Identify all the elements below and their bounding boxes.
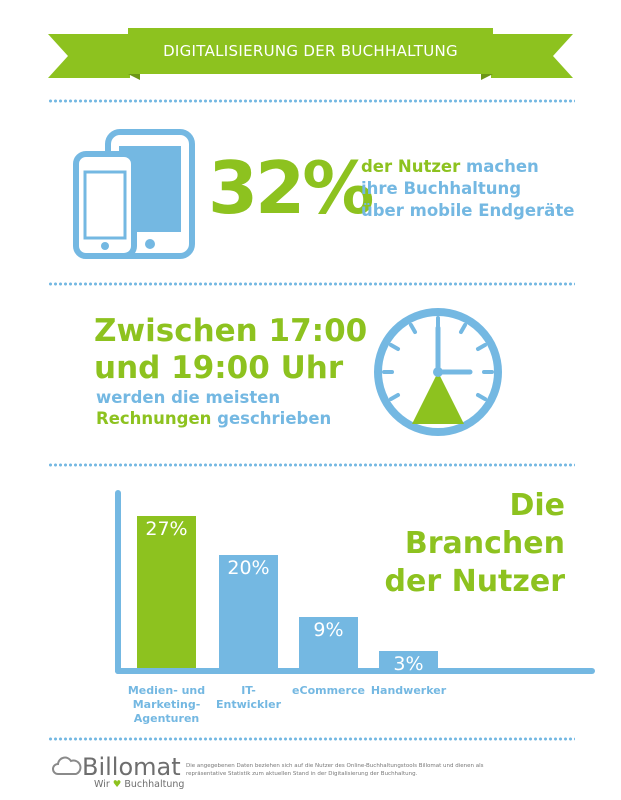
ribbon-fold-right xyxy=(481,74,493,80)
chart-x-axis xyxy=(115,668,595,674)
dotted-separator xyxy=(48,99,575,103)
dotted-separator xyxy=(48,737,575,741)
mobile-description: der Nutzer machen ihre Buchhaltung über … xyxy=(361,156,574,222)
bar-value-label: 9% xyxy=(313,619,344,641)
clock-icon xyxy=(374,308,502,436)
logo-tagline: Wir ♥ Buchhaltung xyxy=(94,779,184,790)
category-label: Handwerker xyxy=(364,684,453,698)
category-label-line: Medien- und xyxy=(127,684,206,697)
time-sub-2: Rechnungen geschrieben xyxy=(96,408,331,429)
mobile-line1-blue: machen xyxy=(466,157,539,176)
tagline-suffix: Buchhaltung xyxy=(124,779,185,790)
ribbon-fold-left xyxy=(128,74,140,80)
banner-title-box: DIGITALISIERUNG DER BUCHHALTUNG xyxy=(128,28,493,74)
mobile-line1-green: der Nutzer xyxy=(361,157,461,176)
bar xyxy=(137,516,196,668)
time-headline-1: Zwischen 17:00 xyxy=(94,313,368,349)
category-label: eCommerce xyxy=(284,684,373,698)
category-label-line: Agenturen xyxy=(133,712,200,725)
logo-name: Billomat xyxy=(82,753,181,781)
heart-icon: ♥ xyxy=(112,779,122,790)
category-label-line: IT- xyxy=(241,684,256,697)
bar-value-label: 27% xyxy=(145,518,188,540)
mobile-percent: 32% xyxy=(208,146,374,230)
footnote: Die angegebenen Daten beziehen sich auf … xyxy=(186,763,484,777)
chart-title-line1: Die Branchen xyxy=(404,488,565,561)
time-sub-2-green: Rechnungen xyxy=(96,409,212,428)
chart-y-axis xyxy=(115,490,121,674)
chart-title-line2: der Nutzer xyxy=(384,564,565,599)
dotted-separator xyxy=(48,282,575,286)
mobile-line2: ihre Buchhaltung xyxy=(361,179,522,198)
dotted-separator xyxy=(48,463,575,467)
category-label: IT- Entwickler xyxy=(204,684,293,712)
bar-value-label: 3% xyxy=(393,653,424,675)
ribbon-right-tail xyxy=(553,34,573,78)
category-label-line: Handwerker xyxy=(370,684,447,697)
ribbon-right-body xyxy=(491,34,553,78)
bar xyxy=(299,617,358,668)
ribbon-left-body xyxy=(68,34,130,78)
tagline-prefix: Wir xyxy=(94,779,110,790)
mobile-line3: über mobile Endgeräte xyxy=(361,201,575,220)
bar-value-label: 20% xyxy=(227,557,270,579)
category-label-line: Entwickler xyxy=(215,698,282,711)
category-label-line: eCommerce xyxy=(292,684,365,697)
banner-title: DIGITALISIERUNG DER BUCHHALTUNG xyxy=(163,42,458,60)
devices-icon xyxy=(73,129,195,259)
bar xyxy=(219,555,278,668)
chart-title: Die Branchen der Nutzer xyxy=(345,487,565,601)
time-sub-1: werden die meisten xyxy=(96,388,281,407)
cloud-logo-icon xyxy=(52,756,82,775)
category-label-line: Marketing- xyxy=(132,698,201,711)
bar xyxy=(379,651,438,668)
time-sub-2-blue: geschrieben xyxy=(217,409,332,428)
ribbon-left-tail xyxy=(48,34,68,78)
time-headline-2: und 19:00 Uhr xyxy=(94,350,344,386)
category-label: Medien- und Marketing- Agenturen xyxy=(122,684,211,726)
